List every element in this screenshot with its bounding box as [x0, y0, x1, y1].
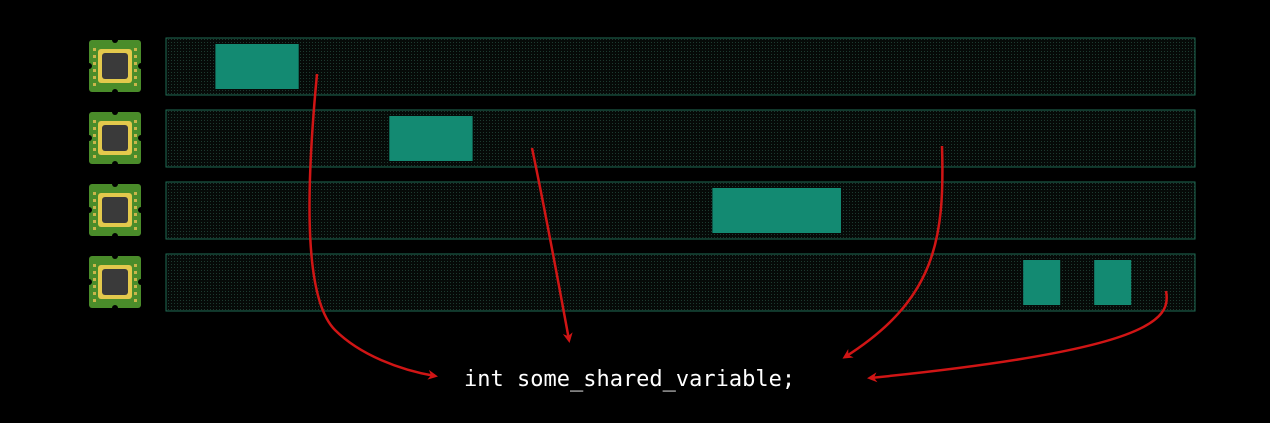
- task-block-core4-2: [1094, 260, 1132, 305]
- core-lane-2: [165, 109, 1196, 168]
- core-lane-3: [165, 181, 1196, 240]
- cpu-chip-icon: [86, 109, 144, 167]
- cpu-chip-icon: [86, 181, 144, 239]
- task-blocks: [215, 44, 1132, 305]
- cpu-chips: [86, 37, 144, 311]
- access-arrows: [308, 73, 1168, 383]
- task-block-core1-1: [215, 44, 299, 89]
- task-block-core3-1: [712, 188, 841, 233]
- shared-variable-code: int some_shared_variable;: [464, 367, 796, 392]
- arrow-core1-access: [308, 73, 438, 380]
- task-block-core4-1: [1023, 260, 1061, 305]
- arrow-core4-access: [867, 290, 1168, 383]
- arrow-core2-access: [530, 147, 573, 343]
- core-lane-1: [165, 37, 1196, 96]
- task-block-core2-1: [389, 116, 473, 161]
- cpu-chip-icon: [86, 37, 144, 95]
- arrow-core3-access: [842, 145, 944, 359]
- cpu-chip-icon: [86, 253, 144, 311]
